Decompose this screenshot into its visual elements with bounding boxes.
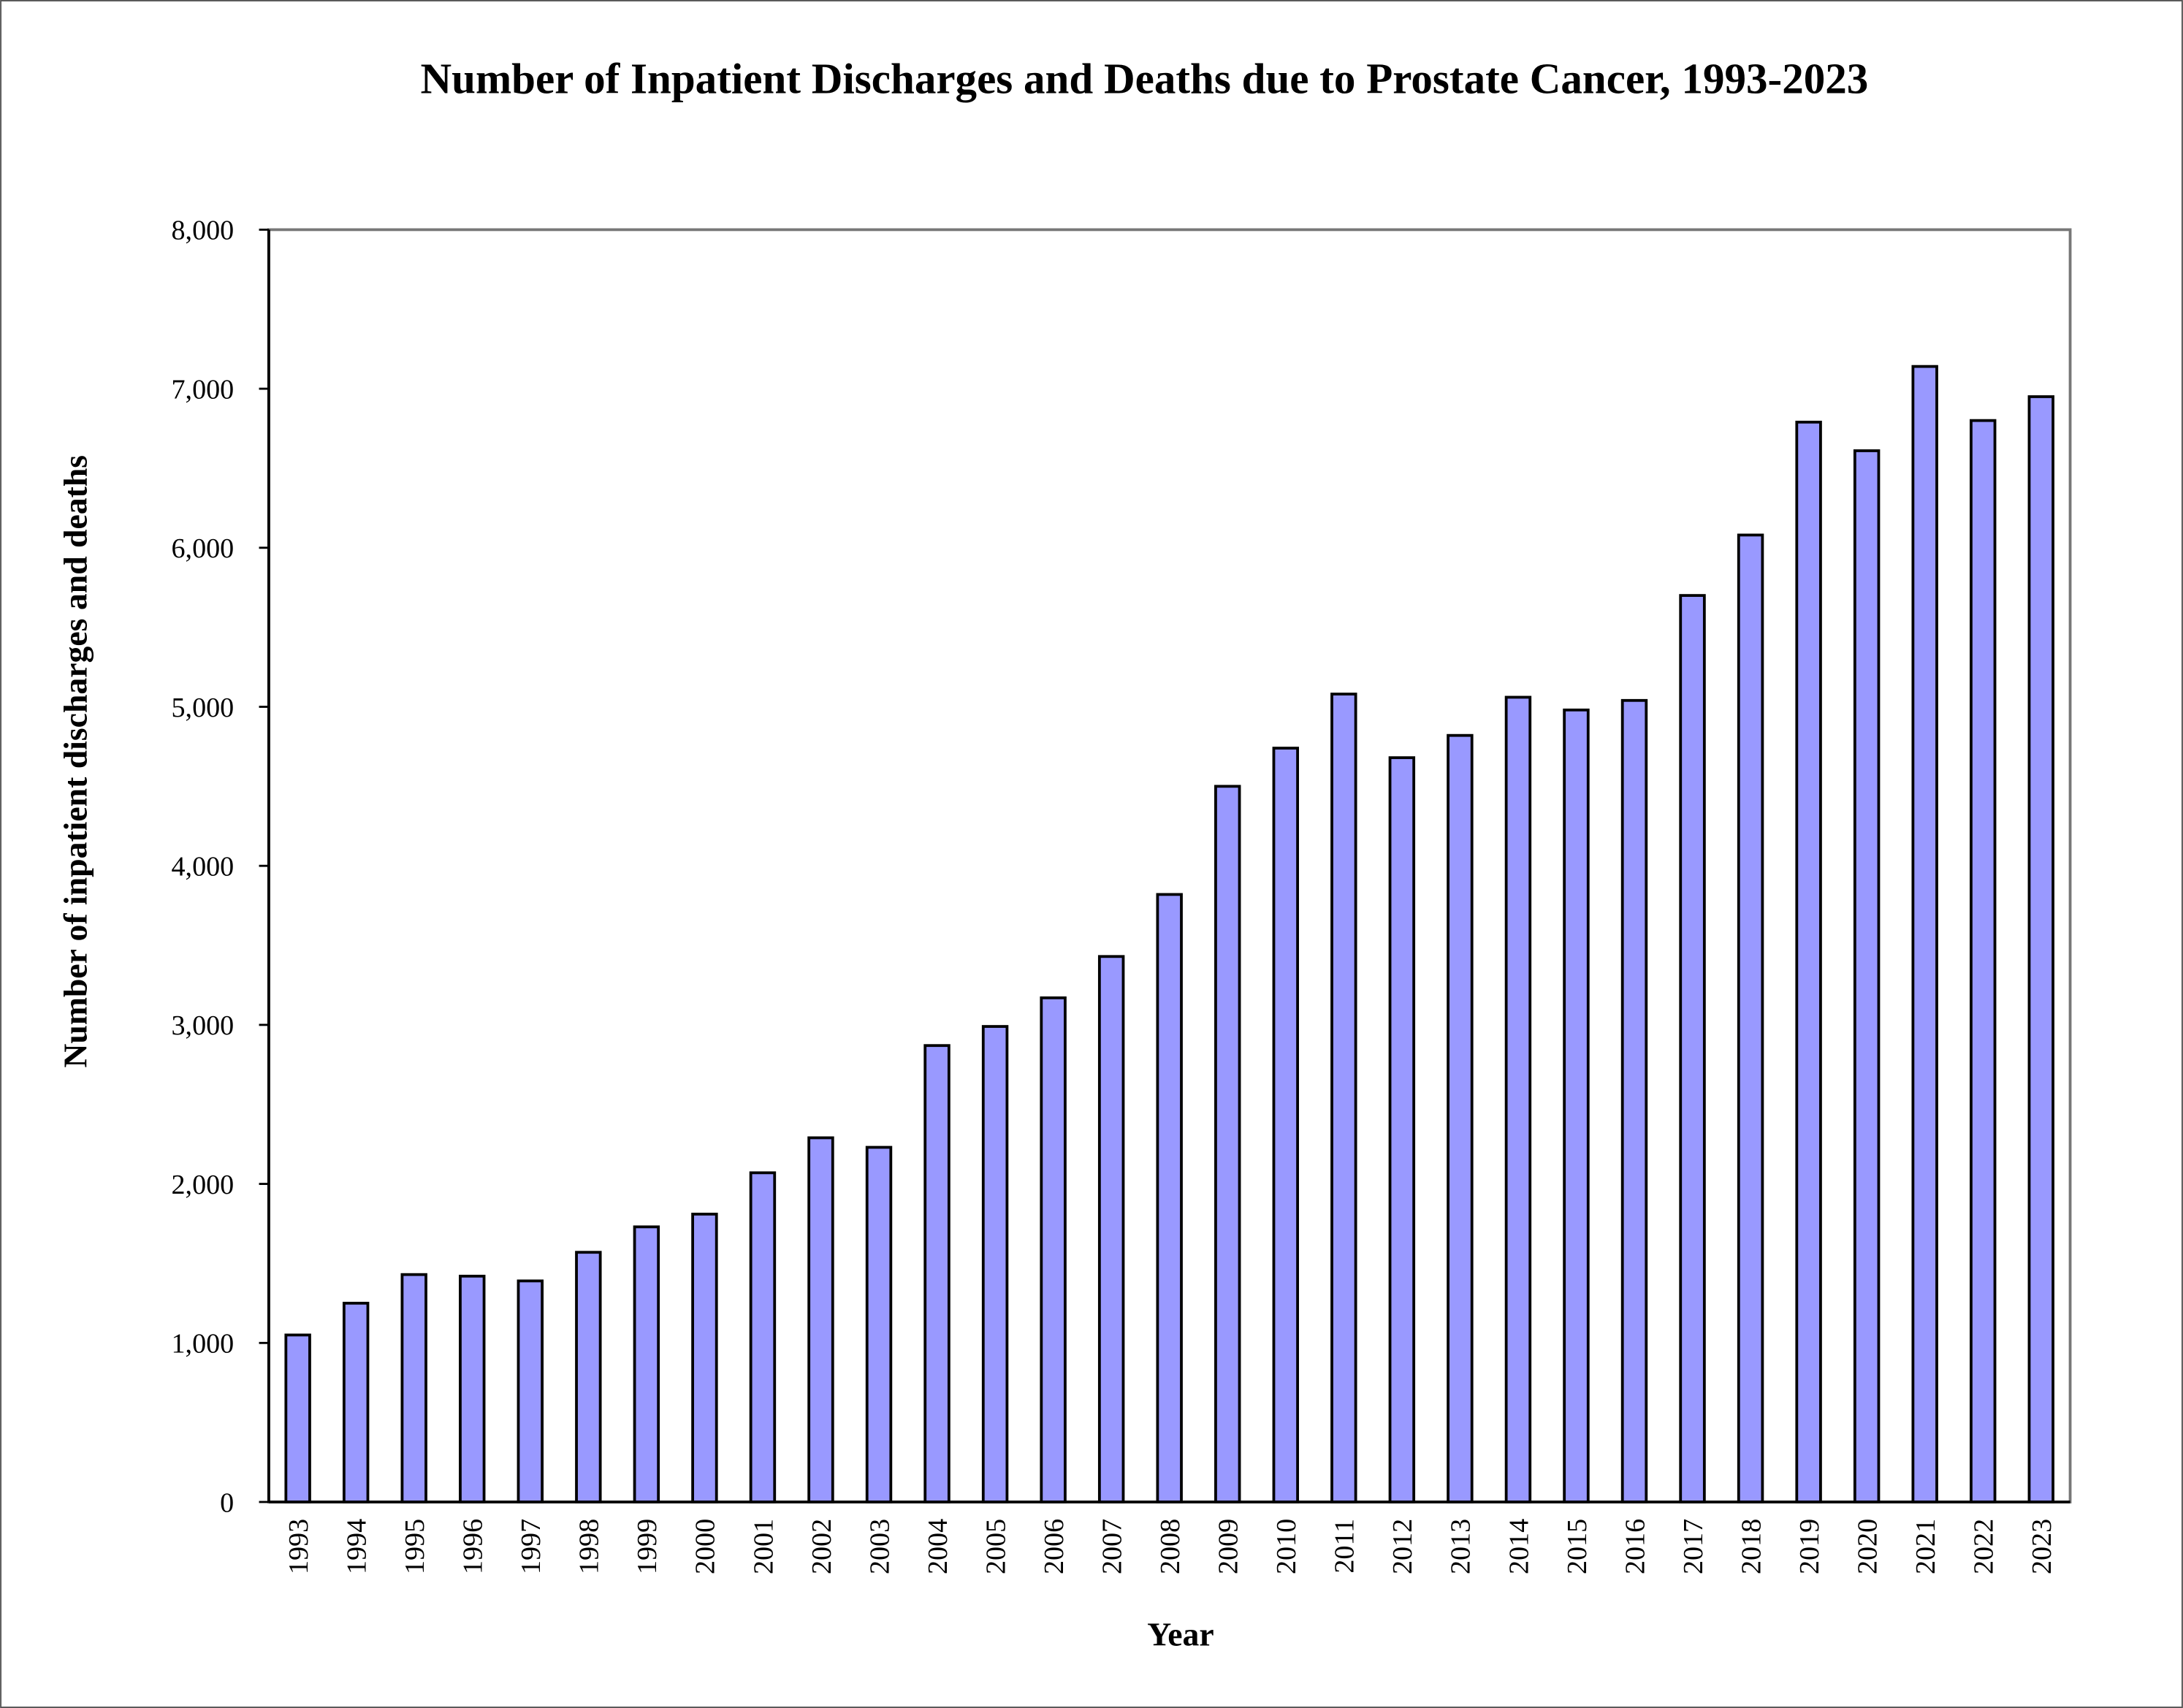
y-tick-label: 6,000 — [172, 533, 235, 564]
x-tick-label: 2014 — [1504, 1519, 1534, 1574]
x-tick-label: 1995 — [400, 1519, 430, 1574]
x-tick-label: 2018 — [1736, 1519, 1767, 1574]
bar — [1388, 756, 1416, 1503]
x-tick-label: 2008 — [1155, 1519, 1186, 1574]
x-tick-label: 2015 — [1562, 1519, 1593, 1574]
bar — [1504, 695, 1532, 1503]
bar — [2027, 395, 2054, 1503]
bar — [1620, 698, 1648, 1503]
y-tick-label: 7,000 — [172, 374, 235, 405]
bar — [517, 1279, 544, 1503]
x-tick-label: 2012 — [1387, 1519, 1418, 1574]
bar — [749, 1171, 777, 1503]
bar — [1097, 955, 1125, 1503]
bar — [1272, 747, 1299, 1503]
x-tick-label: 1994 — [342, 1519, 373, 1574]
x-tick-label: 2011 — [1330, 1519, 1360, 1574]
bar — [1970, 419, 1997, 1503]
bar — [923, 1044, 950, 1503]
bar — [1447, 733, 1474, 1503]
bar — [1737, 533, 1764, 1503]
x-tick-label: 2004 — [923, 1519, 953, 1574]
bar — [1795, 420, 1822, 1503]
x-tick-label: 2005 — [980, 1519, 1011, 1574]
bar — [807, 1136, 834, 1503]
bar — [1679, 594, 1706, 1503]
bar — [342, 1301, 370, 1503]
x-tick-label: 2017 — [1678, 1519, 1709, 1574]
chart-title: Number of Inpatient Discharges and Death… — [420, 55, 1868, 103]
x-tick-label: 2020 — [1852, 1519, 1883, 1574]
x-tick-label: 2013 — [1446, 1519, 1477, 1574]
x-tick-label: 1999 — [632, 1519, 663, 1574]
y-tick-label: 4,000 — [172, 852, 235, 882]
bar — [400, 1273, 427, 1503]
x-tick-label: 2022 — [1969, 1519, 2000, 1574]
x-tick-label: 1998 — [574, 1519, 605, 1574]
bar — [865, 1145, 893, 1503]
x-tick-label: 2016 — [1620, 1519, 1650, 1574]
x-axis-label: Year — [1147, 1615, 1214, 1652]
x-tick-label: 2002 — [807, 1519, 837, 1574]
y-tick-label: 2,000 — [172, 1170, 235, 1200]
x-tick-label: 2000 — [690, 1519, 721, 1574]
bar — [981, 1025, 1009, 1503]
y-tick-label: 0 — [220, 1487, 234, 1518]
y-tick-label: 5,000 — [172, 693, 235, 723]
x-tick-label: 2010 — [1271, 1519, 1302, 1574]
x-tick-label: 2021 — [1910, 1519, 1941, 1574]
x-tick-label: 1997 — [516, 1519, 546, 1574]
bar — [1040, 996, 1067, 1503]
y-tick-label: 3,000 — [172, 1010, 235, 1041]
bar — [284, 1333, 311, 1503]
bar — [1330, 693, 1357, 1503]
bar — [691, 1213, 718, 1503]
bar — [1563, 708, 1590, 1503]
bar — [633, 1225, 660, 1503]
x-tick-label: 2023 — [2027, 1519, 2057, 1574]
bar — [1214, 785, 1241, 1503]
x-tick-label: 1993 — [283, 1519, 314, 1574]
bar — [1156, 893, 1183, 1503]
x-tick-label: 2003 — [864, 1519, 895, 1574]
x-tick-label: 2009 — [1214, 1519, 1244, 1574]
y-tick-label: 8,000 — [172, 216, 235, 246]
x-tick-label: 2019 — [1794, 1519, 1825, 1574]
y-axis-label: Number of inpatient discharges and death… — [56, 455, 94, 1068]
y-tick-label: 1,000 — [172, 1329, 235, 1360]
x-tick-label: 2001 — [748, 1519, 779, 1574]
x-tick-label: 1996 — [458, 1519, 489, 1574]
bar — [1853, 449, 1881, 1503]
bar — [575, 1251, 602, 1503]
bar — [1911, 365, 1938, 1503]
x-tick-label: 2007 — [1097, 1519, 1128, 1574]
x-tick-label: 2006 — [1039, 1519, 1070, 1574]
bar — [459, 1274, 486, 1503]
